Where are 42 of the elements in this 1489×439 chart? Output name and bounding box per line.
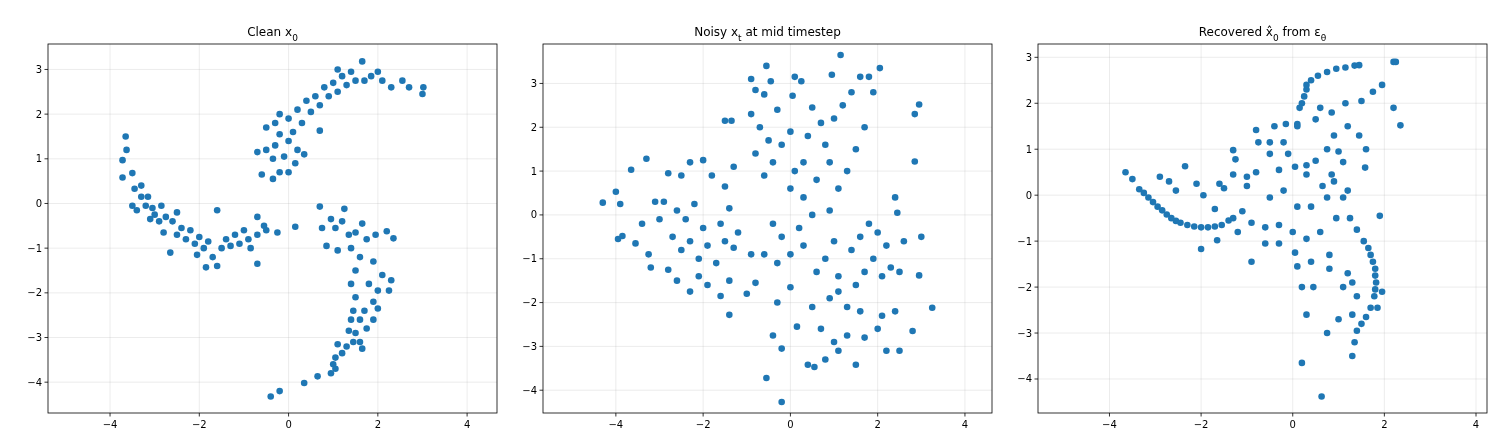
x-tick-label: 2 — [374, 419, 382, 430]
y-tick-label: −1 — [27, 242, 42, 254]
y-tick-label: 1 — [530, 165, 537, 177]
y-tick-label: −4 — [1017, 373, 1032, 385]
y-tick-label: 2 — [530, 121, 537, 133]
y-tick-label: −3 — [522, 340, 537, 352]
x-tick-label: 2 — [874, 419, 881, 430]
y-tick-label: 2 — [1025, 97, 1032, 109]
x-tick-label: −4 — [608, 419, 624, 430]
x-tick-label: −2 — [1193, 419, 1209, 430]
y-tick-label: −3 — [1017, 327, 1032, 339]
y-tick-label: −2 — [27, 287, 42, 299]
y-tick-label: 1 — [35, 153, 42, 165]
y-tick-label: 3 — [1025, 51, 1032, 63]
x-tick-label: 0 — [285, 419, 292, 430]
chart-title: Noisy x$_{t}$ at mid timestep — [694, 25, 841, 43]
y-tick-label: 0 — [530, 209, 537, 221]
x-tick-label: 0 — [787, 419, 794, 430]
y-tick-label: 2 — [35, 108, 42, 120]
x-tick-label: −2 — [695, 419, 711, 430]
y-tick-label: −2 — [522, 297, 537, 309]
x-tick-label: 4 — [961, 419, 969, 430]
y-tick-label: 1 — [1025, 143, 1032, 155]
chart-title: Clean x$_{0}$ — [247, 25, 299, 43]
y-tick-label: −1 — [1017, 235, 1032, 247]
x-tick-label: −4 — [102, 419, 118, 430]
x-tick-label: 4 — [1472, 419, 1480, 430]
x-tick-label: 2 — [1381, 419, 1388, 430]
x-tick-label: 0 — [1289, 419, 1296, 430]
chart-title: Recovered x̂$_{0}$ from ε$_{θ}$ — [1198, 25, 1327, 43]
y-tick-label: 3 — [35, 63, 42, 75]
y-tick-label: −3 — [27, 332, 42, 343]
x-tick-label: −2 — [191, 419, 207, 430]
y-tick-label: −1 — [522, 253, 537, 265]
y-tick-label: −4 — [27, 376, 42, 388]
y-tick-label: −2 — [1017, 281, 1032, 293]
y-tick-label: 3 — [530, 77, 537, 89]
y-tick-label: 0 — [35, 197, 42, 209]
y-tick-label: 0 — [1025, 189, 1032, 201]
y-tick-label: −4 — [522, 384, 537, 396]
x-tick-label: −4 — [1102, 419, 1117, 430]
x-tick-label: 4 — [463, 419, 471, 430]
